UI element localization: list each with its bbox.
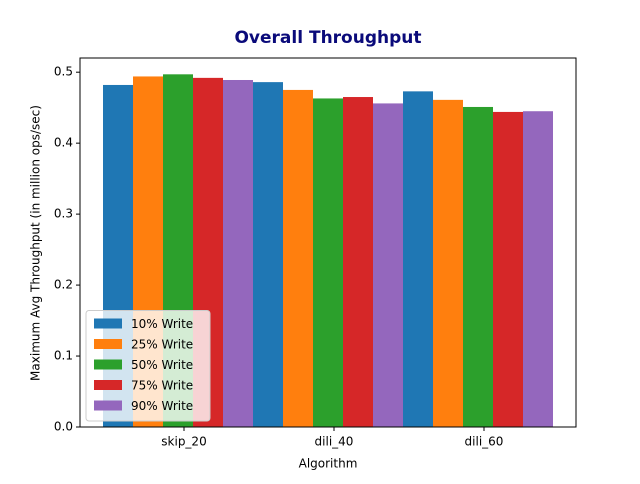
bar (373, 103, 403, 428)
bar (523, 111, 553, 427)
bar (283, 89, 313, 428)
bar (343, 97, 373, 428)
x-tick-label: skip_20 (161, 435, 206, 449)
y-axis-label: Maximum Avg Throughput (in million ops/s… (29, 105, 43, 381)
legend-label: 25% Write (131, 338, 193, 352)
legend-swatch (94, 339, 122, 349)
x-tick-label: dili_60 (465, 435, 504, 449)
legend-swatch (94, 359, 122, 370)
legend-label: 90% Write (131, 399, 193, 413)
legend-label: 75% Write (131, 379, 193, 393)
y-tick-label: 0.3 (54, 207, 73, 221)
legend-box (85, 310, 211, 422)
legend-label: 50% Write (131, 358, 193, 372)
plot-frame (79, 57, 577, 428)
y-tick-label: 0.2 (54, 278, 73, 292)
y-tick-label: 0.1 (54, 349, 73, 363)
legend-swatch (94, 380, 122, 390)
bar (223, 79, 253, 427)
bar (463, 106, 493, 427)
y-tick-label: 0.4 (54, 136, 73, 150)
x-axis-label: Algorithm (299, 457, 358, 471)
bar (403, 91, 433, 427)
y-tick-label: 0.0 (54, 420, 73, 434)
legend-swatch (94, 318, 122, 329)
legend-label: 10% Write (131, 317, 193, 331)
bar (253, 82, 283, 427)
chart-title: Overall Throughput (234, 28, 421, 48)
legend-swatch (94, 400, 122, 411)
bar (433, 99, 463, 427)
bar (313, 98, 343, 428)
x-tick-label: dili_40 (315, 435, 354, 449)
bar (493, 111, 523, 427)
legend: 10% Write 25% Write 50% Write 75% Write 90% … (85, 310, 211, 422)
y-tick-label: 0.5 (54, 65, 73, 79)
